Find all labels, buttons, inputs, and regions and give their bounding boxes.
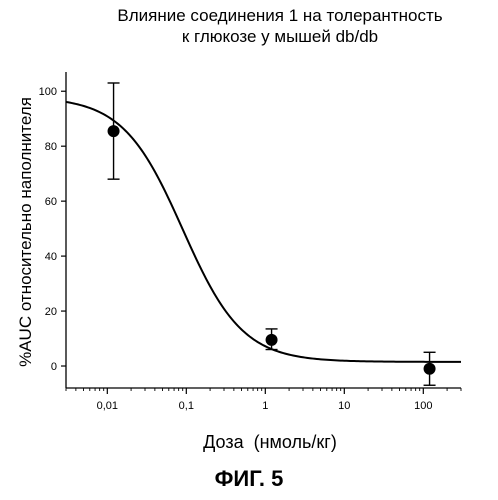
x-axis-label: Доза (нмоль/кг) <box>120 432 420 453</box>
y-tick-label: 80 <box>45 141 57 153</box>
data-point <box>108 125 120 137</box>
x-tick-label: 100 <box>414 400 432 412</box>
data-point <box>424 363 436 375</box>
y-tick-label: 100 <box>39 86 57 98</box>
data-point <box>266 334 278 346</box>
plot-area: 0 20 40 60 80 100 0,01 0,1 1 10 100 <box>39 72 461 412</box>
x-tick-label: 1 <box>262 400 268 412</box>
y-tick-label: 20 <box>45 306 57 318</box>
y-tick-label: 60 <box>45 196 57 208</box>
y-tick-label: 40 <box>45 251 57 263</box>
x-tick-label: 0,01 <box>97 400 118 412</box>
x-tick-label: 0,1 <box>179 400 194 412</box>
figure-caption: ФИГ. 5 <box>0 466 498 492</box>
x-tick-label: 10 <box>338 400 350 412</box>
fit-curve-line <box>66 102 461 362</box>
y-tick-label: 0 <box>51 361 57 373</box>
